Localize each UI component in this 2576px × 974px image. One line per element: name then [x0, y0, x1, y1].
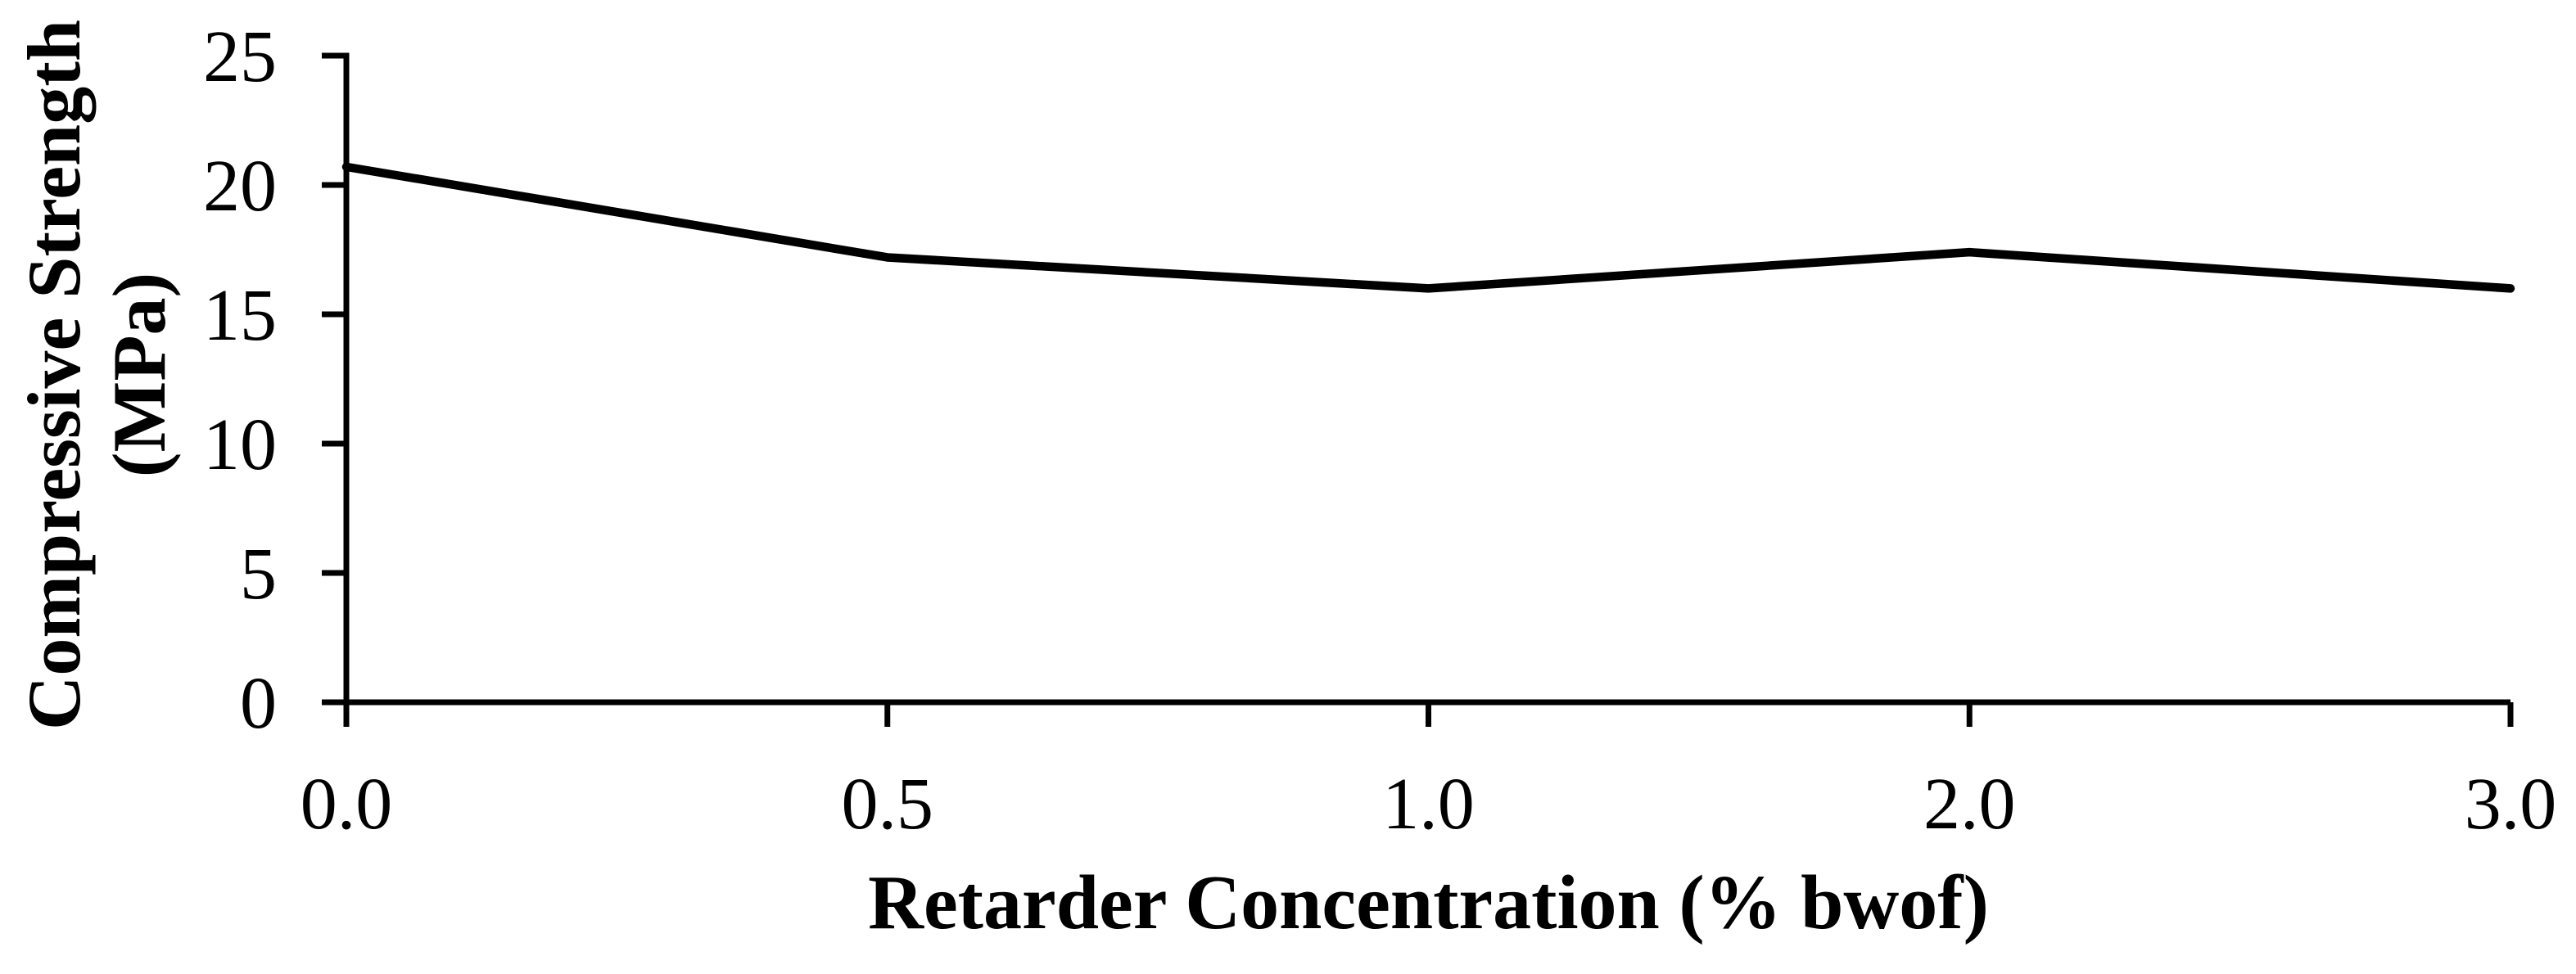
x-axis-title: Retarder Concentration (% bwof): [868, 860, 1989, 945]
y-tick-label: 15: [203, 275, 277, 356]
y-tick-label: 10: [203, 404, 277, 485]
data-line: [341, 162, 2515, 293]
x-tick-label: 3.0: [2465, 764, 2557, 845]
x-axis: 0.0 0.5 1.0 2.0 3.0: [301, 699, 2557, 845]
y-axis-title-line-1: Compressive Strength: [12, 19, 96, 731]
x-tick-label: 0.5: [842, 764, 934, 845]
y-axis-title-line-2: (MPa): [97, 272, 181, 478]
y-axis: 0 5 10 15 20 25: [203, 16, 350, 744]
y-tick-label: 5: [240, 534, 277, 615]
x-tick-label: 2.0: [1923, 764, 2016, 845]
y-tick-label: 20: [203, 146, 277, 227]
y-tick-label: 25: [203, 16, 277, 97]
y-tick-label: 0: [240, 663, 277, 744]
y-axis-title: Compressive Strength (MPa): [11, 0, 182, 825]
x-tick-label: 1.0: [1382, 764, 1475, 845]
x-tick-label: 0.0: [301, 764, 393, 845]
